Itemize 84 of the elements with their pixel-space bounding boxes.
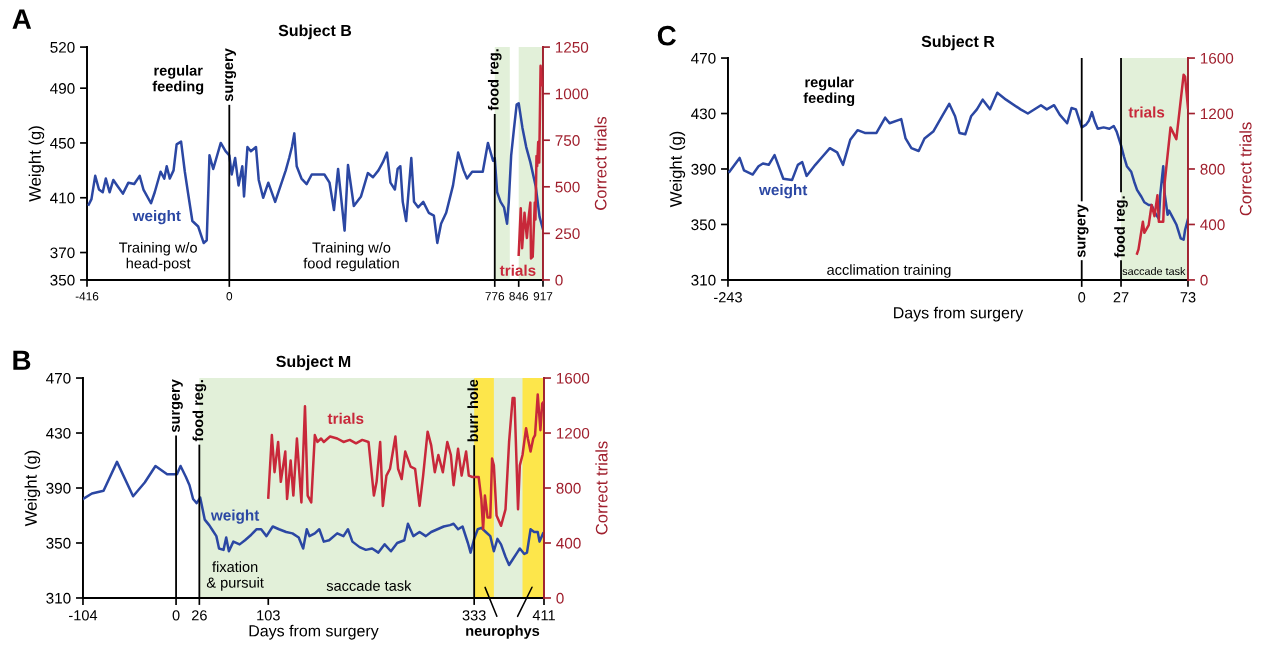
x-tick-label: 776 xyxy=(485,292,505,301)
x-tick-label: 73 xyxy=(1180,292,1196,303)
y2-tick-label: 1200 xyxy=(556,427,590,439)
x-axis-title: Days from surgery xyxy=(894,306,1024,322)
ref-line-label: surgery xyxy=(171,379,183,433)
x-tick-label: 103 xyxy=(257,610,280,621)
x-tick-label: 333 xyxy=(462,610,486,621)
y-tick-label: 350 xyxy=(691,219,716,231)
y2-tick-label: 250 xyxy=(555,228,580,240)
ref-line-label: food reg. xyxy=(487,49,502,111)
ref-line-label: surgery xyxy=(225,48,237,102)
series-label: weight xyxy=(758,184,808,199)
y2-tick-label: 1600 xyxy=(1200,52,1234,64)
y2-tick-label: 0 xyxy=(555,274,563,286)
y-tick-label: 490 xyxy=(50,83,75,94)
y-tick-label: 430 xyxy=(691,108,716,120)
text: neurophys xyxy=(466,625,540,639)
y-tick-label: 310 xyxy=(46,592,71,604)
annotation: fixation & pursuit xyxy=(206,561,264,591)
annotation: Training w/o food regulation xyxy=(303,241,399,272)
annotation: regular feeding xyxy=(152,64,204,95)
y2-tick-label: 1250 xyxy=(555,41,589,53)
annotation: saccade task xyxy=(1122,267,1186,276)
y-tick-label: 350 xyxy=(50,274,75,286)
y2-tick-label: 800 xyxy=(1200,163,1225,175)
y2-tick-label: 0 xyxy=(556,592,564,604)
y2-tick-label: 750 xyxy=(555,135,580,146)
x-tick-label: -416 xyxy=(75,292,99,301)
series-label: weight xyxy=(210,509,260,524)
y-tick-label: 450 xyxy=(50,137,75,149)
y2-tick-label: 1000 xyxy=(555,88,589,100)
chart-title: Subject R xyxy=(921,35,995,51)
y2-tick-label: 400 xyxy=(1200,219,1225,231)
text: C xyxy=(657,25,676,46)
y-tick-label: 390 xyxy=(691,163,716,175)
annotation: saccade task xyxy=(326,580,412,591)
y2-tick-label: 1200 xyxy=(1200,108,1234,120)
ref-line-label: food reg. xyxy=(1114,196,1128,258)
y-tick-label: 470 xyxy=(46,372,71,384)
chart-title: Subject M xyxy=(276,355,351,371)
text: B xyxy=(13,350,31,370)
y-tick-label: 470 xyxy=(691,52,716,64)
y-axis-title: Weight (g) xyxy=(28,126,45,202)
series-label: trials xyxy=(1128,106,1165,118)
y2-axis-title: Correct trials xyxy=(595,441,608,535)
x-tick-label: -104 xyxy=(69,610,98,621)
annotation: regular feeding xyxy=(803,76,855,107)
y2-axis-title: Correct trials xyxy=(1239,122,1252,216)
y-tick-label: 310 xyxy=(691,274,716,286)
ref-line-label: surgery xyxy=(1077,204,1089,258)
series-label: weight xyxy=(132,209,181,225)
x-tick-label: 0 xyxy=(226,292,233,301)
y2-axis-title: Correct trials xyxy=(594,116,607,210)
y-axis-title: Weight (g) xyxy=(24,450,41,527)
y-tick-label: 390 xyxy=(46,482,71,494)
series-label: trials xyxy=(499,264,536,276)
y-tick-label: 520 xyxy=(50,41,75,53)
text: A xyxy=(12,9,32,29)
x-axis-title: Days from surgery xyxy=(249,624,379,640)
ref-line-label: burr hole xyxy=(467,379,479,442)
y-tick-label: 370 xyxy=(50,247,75,259)
x-tick-label: 0 xyxy=(1078,292,1086,303)
x-tick-label: 27 xyxy=(1113,292,1129,303)
x-tick-label: 0 xyxy=(172,610,180,621)
y2-tick-label: 0 xyxy=(1200,274,1208,286)
y2-tick-label: 800 xyxy=(556,482,581,494)
y2-tick-label: 400 xyxy=(556,537,581,549)
x-tick-label: 411 xyxy=(532,610,555,621)
x-tick-label: 846 xyxy=(509,292,529,301)
x-tick-label: -243 xyxy=(714,292,742,303)
y-tick-label: 430 xyxy=(46,427,71,439)
series-label: trials xyxy=(327,412,364,424)
line-series xyxy=(517,64,543,260)
ref-line-label: food reg. xyxy=(192,380,207,442)
annotation: Training w/o head-post xyxy=(119,241,197,272)
y2-tick-label: 500 xyxy=(555,181,580,193)
y-axis-title: Weight (g) xyxy=(669,131,686,208)
y2-tick-label: 1600 xyxy=(556,372,590,384)
chart-title: Subject B xyxy=(278,24,352,40)
annotation: acclimation training xyxy=(827,264,951,278)
x-tick-label: 917 xyxy=(533,292,553,301)
x-tick-label: 26 xyxy=(191,610,207,621)
y-tick-label: 410 xyxy=(50,192,75,204)
y-tick-label: 350 xyxy=(46,537,71,549)
